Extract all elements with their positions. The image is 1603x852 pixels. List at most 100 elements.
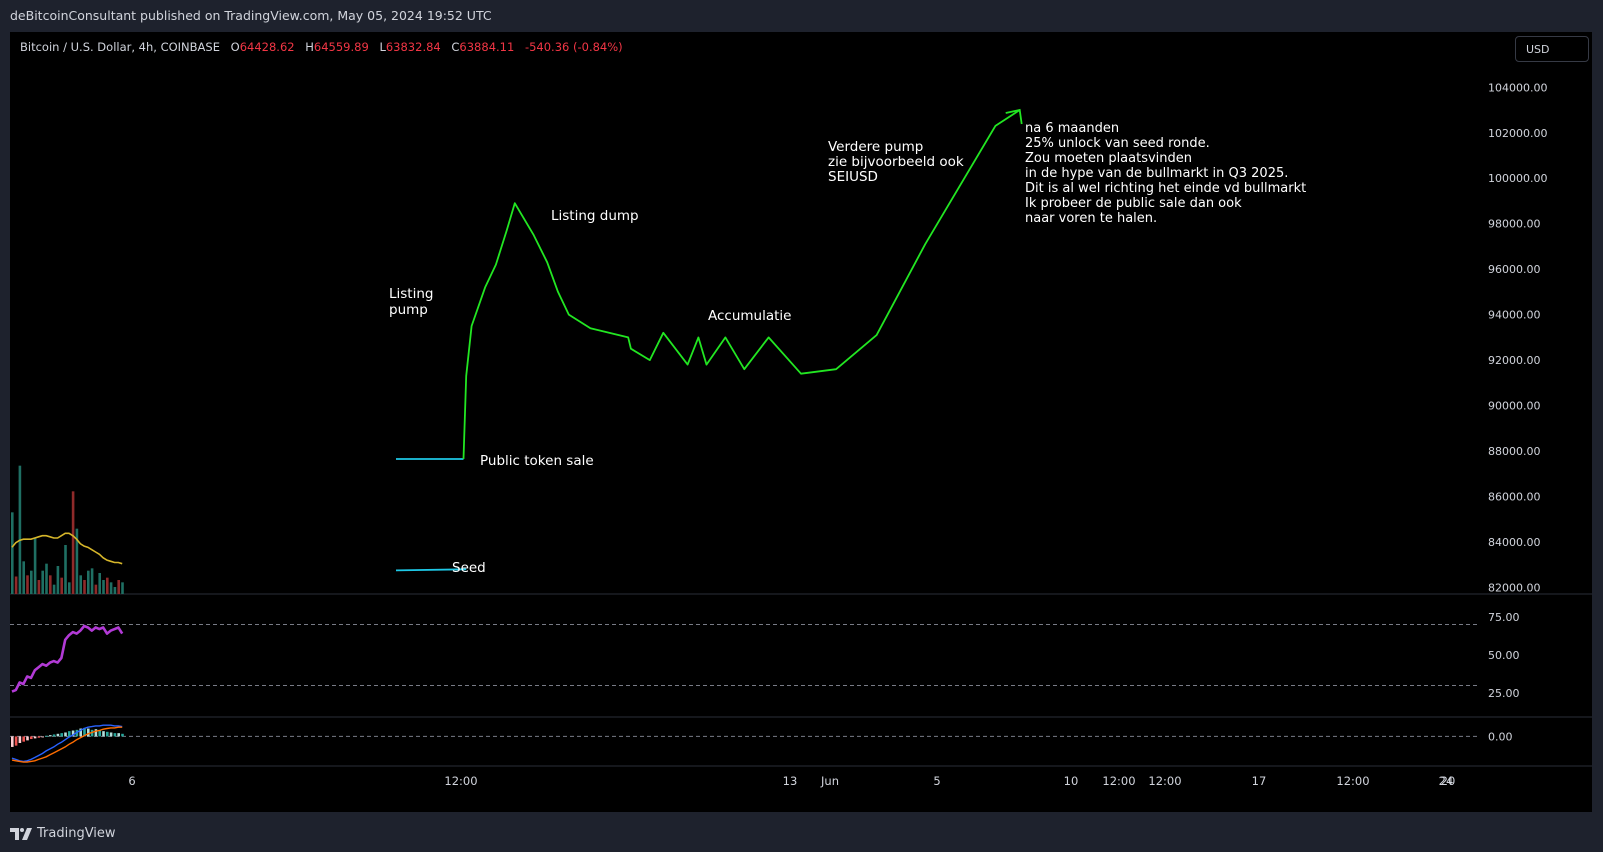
annotation-unlock-line-1: na 6 maanden xyxy=(1025,121,1119,136)
macd-histogram-bar xyxy=(56,733,60,737)
volume-bar xyxy=(113,587,117,594)
macd-histogram-bar xyxy=(79,728,82,737)
price-tick-label: 104000.00 xyxy=(1488,81,1548,94)
volume-bar xyxy=(26,575,29,594)
price-tick-label: 94000.00 xyxy=(1488,309,1541,322)
volume-bar xyxy=(64,545,67,594)
macd-histogram-bar xyxy=(121,733,124,737)
price-tick-label: 88000.00 xyxy=(1488,445,1541,458)
volume-bar xyxy=(18,465,22,594)
volume-bar xyxy=(41,570,44,594)
macd-tick-label: 0.00 xyxy=(1488,730,1513,743)
macd-signal-line xyxy=(11,726,123,763)
time-tick-label: 12:00 xyxy=(1148,774,1181,788)
macd-histogram-bar xyxy=(68,731,71,737)
volume-bar xyxy=(83,580,86,594)
volume-bar xyxy=(71,491,75,594)
time-tick-label: 6 xyxy=(128,774,135,788)
rsi-tick-label: 25.00 xyxy=(1488,687,1520,700)
change-value: -540.36 (-0.84%) xyxy=(524,40,623,54)
macd-histogram-bar xyxy=(98,730,101,737)
tradingview-logo[interactable]: TradingView xyxy=(10,826,116,841)
time-tick-label: 10 xyxy=(1064,774,1079,788)
time-tick-label: Jun xyxy=(820,774,839,788)
macd-histogram-bar xyxy=(102,731,105,737)
macd-histogram-bar xyxy=(41,736,44,738)
symbol-legend: Bitcoin / U.S. Dollar, 4h, COINBASE O644… xyxy=(20,40,623,54)
macd-histogram-bar xyxy=(94,729,98,737)
annotation-verdere-pump-line-2: zie bijvoorbeeld ook xyxy=(828,154,964,170)
annotation-listing-pump: Listing pump xyxy=(389,286,438,318)
macd-histogram-bar xyxy=(45,735,48,737)
macd-histogram-bar xyxy=(87,728,90,737)
price-axis: 104000.00 102000.00 100000.00 98000.00 96000… xyxy=(1488,81,1548,594)
price-tick-label: 82000.00 xyxy=(1488,581,1541,594)
high-value: 64559.89 xyxy=(313,40,369,54)
price-tick-label: 100000.00 xyxy=(1488,172,1548,185)
publish-header: deBitcoinConsultant published on Trading… xyxy=(0,0,1603,32)
volume-bar xyxy=(37,580,41,594)
volume-bar xyxy=(87,570,90,594)
rsi-line xyxy=(11,624,124,693)
macd-histogram-bar xyxy=(113,733,117,737)
volume-bar xyxy=(11,512,14,594)
time-tick-label: 12:00 xyxy=(444,774,477,788)
low-value: 63832.84 xyxy=(385,40,441,54)
macd-histogram-bar xyxy=(14,736,18,746)
forecast-arrowhead xyxy=(1005,108,1023,125)
volume-bar xyxy=(121,582,124,594)
volume-ma-line xyxy=(11,532,123,565)
volume-bar xyxy=(79,575,82,594)
macd-histogram-bar xyxy=(106,731,109,737)
macd-pane: 0.00 xyxy=(10,724,1513,763)
macd-histogram-bar xyxy=(83,727,86,737)
volume-bar xyxy=(33,538,37,594)
rsi-pane: 75.00 50.00 25.00 xyxy=(10,611,1520,700)
chart-frame[interactable] xyxy=(10,32,1592,812)
time-axis: 612:001312:002012:0027Jun51012:001712:00… xyxy=(128,774,1456,788)
open-label: O xyxy=(230,40,240,54)
macd-histogram-bar xyxy=(71,730,75,737)
annotation-verdere-pump-line-3: SEIUSD xyxy=(828,169,878,185)
time-tick-label: 13 xyxy=(783,774,798,788)
time-tick-label: 24 xyxy=(1439,774,1454,788)
volume-bar xyxy=(75,528,79,594)
annotation-unlock-line-2: 25% unlock van seed ronde. xyxy=(1025,136,1210,151)
annotation-listing-dump: Listing dump xyxy=(551,208,639,224)
tradingview-logo-icon xyxy=(10,827,32,840)
volume-bar xyxy=(68,582,71,594)
volume-bar xyxy=(117,580,120,594)
close-label: C xyxy=(451,40,460,54)
annotation-unlock-line-4: in de hype van de bullmarkt in Q3 2025. xyxy=(1025,166,1288,181)
volume-bar xyxy=(60,577,63,594)
price-tick-label: 86000.00 xyxy=(1488,491,1541,504)
footer-bar: TradingView xyxy=(0,812,1603,852)
time-tick-label: 5 xyxy=(933,774,940,788)
annotation-unlock-line-3: Zou moeten plaatsvinden xyxy=(1025,151,1192,166)
rsi-tick-label: 50.00 xyxy=(1488,649,1520,662)
forecast-path xyxy=(462,109,1021,460)
annotation-public-token-sale: Public token sale xyxy=(480,453,594,469)
macd-histogram-bar xyxy=(49,735,52,737)
annotation-seed: Seed xyxy=(452,560,486,576)
open-value: 64428.62 xyxy=(239,40,295,54)
volume-bar xyxy=(106,577,109,594)
volume-bar xyxy=(90,568,94,594)
volume-bar xyxy=(94,584,98,594)
macd-histogram-bar xyxy=(64,732,67,737)
annotation-unlock-line-6: Ik probeer de public sale dan ook xyxy=(1025,196,1242,211)
time-tick-label: 17 xyxy=(1252,774,1267,788)
high-label: H xyxy=(305,40,314,54)
annotation-listing-pump-line-1: Listing xyxy=(389,286,433,302)
close-value: 63884.11 xyxy=(459,40,515,54)
volume-bar xyxy=(102,580,105,594)
price-tick-label: 98000.00 xyxy=(1488,218,1541,231)
volume-bar xyxy=(56,566,60,594)
currency-button[interactable]: USD xyxy=(1515,36,1589,62)
price-tick-label: 96000.00 xyxy=(1488,263,1541,276)
macd-histogram-bar xyxy=(37,736,41,738)
tradingview-brand: TradingView xyxy=(37,826,116,841)
volume-bar xyxy=(109,582,113,594)
time-tick-label: 20 xyxy=(1441,774,1456,788)
